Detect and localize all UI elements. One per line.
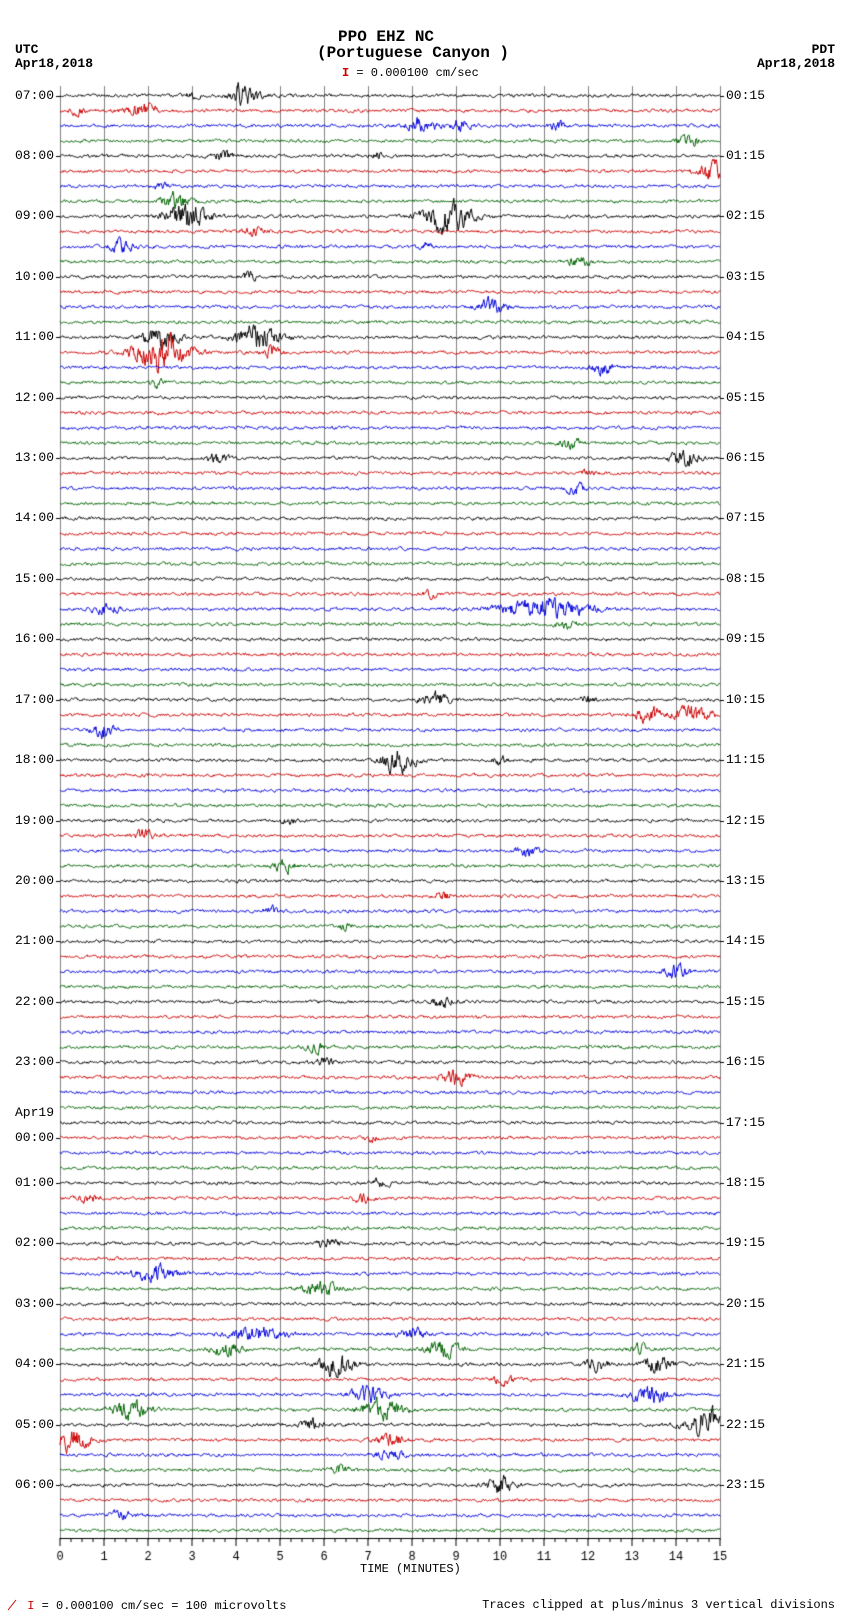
utc-time-label: 16:00	[15, 631, 54, 646]
utc-time-label: 15:00	[15, 571, 54, 586]
helicorder-canvas	[0, 0, 850, 1613]
pdt-time-label: 04:15	[726, 329, 765, 344]
utc-time-label: 11:00	[15, 329, 54, 344]
utc-time-label: 08:00	[15, 148, 54, 163]
pdt-time-label: 11:15	[726, 752, 765, 767]
pdt-time-label: 16:15	[726, 1054, 765, 1069]
utc-time-label: 02:00	[15, 1235, 54, 1250]
pdt-time-label: 02:15	[726, 208, 765, 223]
utc-date-change: Apr19	[15, 1105, 54, 1120]
pdt-time-label: 08:15	[726, 571, 765, 586]
utc-time-label: 20:00	[15, 873, 54, 888]
pdt-time-label: 09:15	[726, 631, 765, 646]
utc-time-label: 19:00	[15, 813, 54, 828]
pdt-label: PDT	[812, 42, 835, 57]
pdt-time-label: 10:15	[726, 692, 765, 707]
utc-time-label: 13:00	[15, 450, 54, 465]
utc-time-label: 05:00	[15, 1417, 54, 1432]
utc-time-label: 14:00	[15, 510, 54, 525]
utc-time-label: 04:00	[15, 1356, 54, 1371]
utc-time-label: 21:00	[15, 933, 54, 948]
pdt-time-label: 15:15	[726, 994, 765, 1009]
pdt-time-label: 05:15	[726, 390, 765, 405]
utc-time-label: 22:00	[15, 994, 54, 1009]
utc-time-label: 06:00	[15, 1477, 54, 1492]
pdt-time-label: 01:15	[726, 148, 765, 163]
pdt-time-label: 07:15	[726, 510, 765, 525]
location-title: (Portuguese Canyon )	[317, 44, 509, 62]
pdt-date: Apr18,2018	[757, 56, 835, 71]
footer-clip: Traces clipped at plus/minus 3 vertical …	[482, 1598, 835, 1612]
pdt-time-label: 21:15	[726, 1356, 765, 1371]
pdt-time-label: 06:15	[726, 450, 765, 465]
pdt-time-label: 19:15	[726, 1235, 765, 1250]
utc-time-label: 03:00	[15, 1296, 54, 1311]
utc-time-label: 10:00	[15, 269, 54, 284]
utc-time-label: 17:00	[15, 692, 54, 707]
pdt-time-label: 14:15	[726, 933, 765, 948]
pdt-time-label: 20:15	[726, 1296, 765, 1311]
utc-date: Apr18,2018	[15, 56, 93, 71]
pdt-time-label: 13:15	[726, 873, 765, 888]
pdt-time-label: 18:15	[726, 1175, 765, 1190]
utc-time-label: 18:00	[15, 752, 54, 767]
pdt-time-label: 03:15	[726, 269, 765, 284]
pdt-time-label: 23:15	[726, 1477, 765, 1492]
utc-time-label: 00:00	[15, 1130, 54, 1145]
pdt-time-label: 12:15	[726, 813, 765, 828]
pdt-time-label: 22:15	[726, 1417, 765, 1432]
utc-time-label: 09:00	[15, 208, 54, 223]
utc-time-label: 07:00	[15, 88, 54, 103]
utc-time-label: 12:00	[15, 390, 54, 405]
pdt-time-label: 00:15	[726, 88, 765, 103]
utc-label: UTC	[15, 42, 38, 57]
utc-time-label: 23:00	[15, 1054, 54, 1069]
pdt-time-label: 17:15	[726, 1115, 765, 1130]
footer-scale: I = 0.000100 cm/sec = 100 microvolts	[6, 1598, 286, 1613]
utc-time-label: 01:00	[15, 1175, 54, 1190]
scale-bar-note: I = 0.000100 cm/sec	[342, 66, 479, 80]
xaxis-label: TIME (MINUTES)	[360, 1562, 461, 1576]
